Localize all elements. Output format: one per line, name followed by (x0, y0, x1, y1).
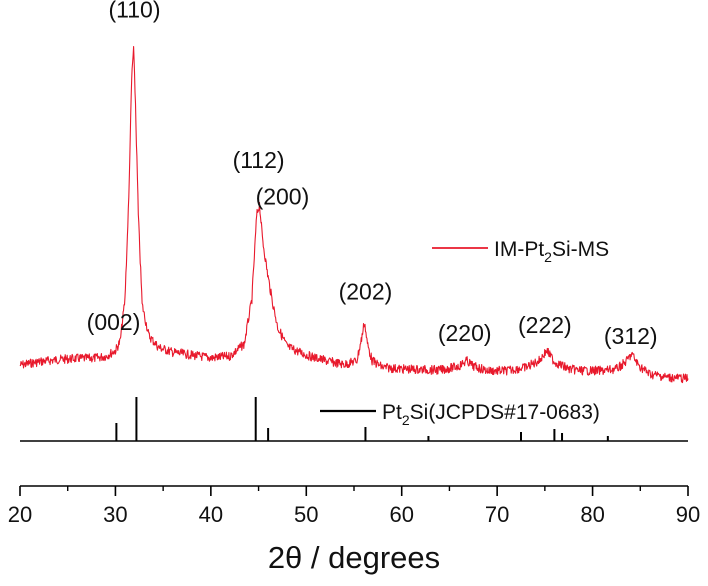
legend-label-pattern: IM-Pt2Si-MS (494, 238, 609, 265)
peak-label: (110) (109, 0, 161, 22)
peak-label: (112) (233, 147, 285, 173)
x-tick-label: 20 (8, 502, 32, 527)
peak-label: (002) (87, 309, 141, 335)
x-tick-label: 80 (580, 502, 604, 527)
reference-layer (115, 397, 609, 441)
x-tick-label: 50 (294, 502, 318, 527)
peak-label-layer: (002) (110) (112) (200) (202) (220) (222) (312) (87, 0, 658, 349)
peak-label: (202) (339, 278, 393, 304)
x-axis-title: 2θ / degrees (268, 540, 440, 575)
x-axis-ticks: 20 30 40 50 60 70 80 90 (8, 486, 700, 527)
legend-label-reference: Pt2Si(JCPDS#17-0683) (382, 401, 600, 428)
series-line-im-pt2si-ms (19, 45, 689, 384)
x-tick-label: 40 (199, 502, 223, 527)
x-tick-label: 70 (485, 502, 509, 527)
pattern-layer (19, 45, 689, 384)
x-tick-label: 60 (389, 502, 413, 527)
peak-label: (220) (438, 320, 492, 346)
peak-label: (200) (256, 183, 310, 209)
peak-label: (222) (518, 312, 572, 338)
x-tick-label: 30 (103, 502, 127, 527)
legend: IM-Pt2Si-MS Pt2Si(JCPDS#17-0683) (320, 238, 609, 428)
peak-label: (312) (604, 323, 658, 349)
x-tick-label: 90 (676, 502, 700, 527)
